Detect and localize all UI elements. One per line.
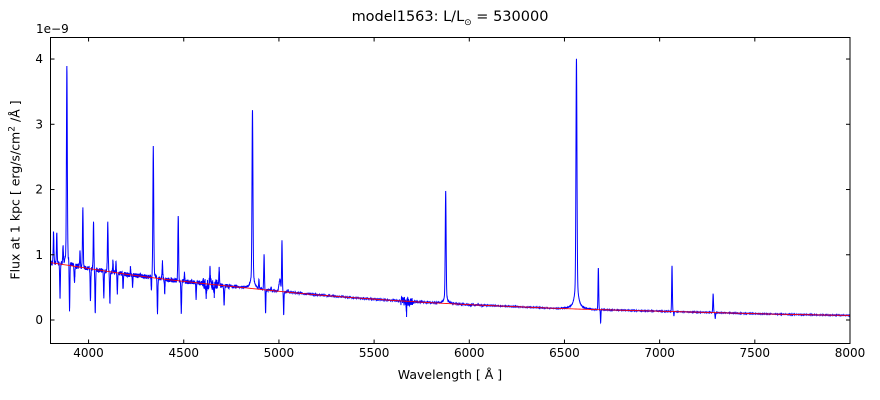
y-axis-label: Flux at 1 kpc [ erg/s/cm2 /Å ] [7, 100, 22, 279]
spectrum-line [50, 58, 851, 325]
x-tick-label: 6000 [454, 346, 485, 360]
plot-title-value: = 530000 [471, 9, 549, 25]
y-tick-label: 3 [35, 117, 43, 131]
x-tick-label: 5000 [264, 346, 295, 360]
x-tick-label: 5500 [359, 346, 390, 360]
x-tick-label: 8000 [835, 346, 866, 360]
y-tick-label: 2 [35, 183, 43, 197]
x-tick-label: 6500 [549, 346, 580, 360]
y-tick-label: 0 [35, 313, 43, 327]
sun-symbol: ⊙ [464, 17, 472, 28]
x-tick-label: 4000 [73, 346, 104, 360]
y-tick-label: 1 [35, 248, 43, 262]
axes-frame [50, 37, 851, 344]
x-tick-label: 7500 [740, 346, 771, 360]
x-axis-label: Wavelength [ Å ] [397, 367, 503, 382]
y-axis-label-text: Flux at 1 kpc [ erg/s/cm [7, 131, 23, 280]
x-tick-label: 4500 [168, 346, 199, 360]
plot-title: model1563: L/L⊙ = 530000 [50, 9, 850, 28]
plot-title-text: model1563: L/L [351, 9, 465, 25]
x-tick-label: 7000 [644, 346, 675, 360]
continuum-line [50, 262, 851, 316]
y-tick-label: 4 [35, 52, 43, 66]
y-axis-label-unit: /Å ] [7, 100, 23, 127]
y-axis-label-superscript: 2 [7, 126, 18, 132]
y-axis-offset-label: 1e−9 [36, 22, 69, 36]
